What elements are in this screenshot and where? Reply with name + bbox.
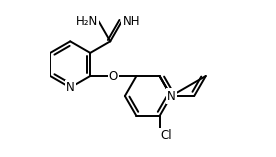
Text: N: N xyxy=(66,81,75,94)
Text: Cl: Cl xyxy=(160,129,172,142)
Text: O: O xyxy=(109,70,118,83)
Text: N: N xyxy=(167,89,176,103)
Text: H₂N: H₂N xyxy=(76,15,98,28)
Text: NH: NH xyxy=(123,15,140,28)
